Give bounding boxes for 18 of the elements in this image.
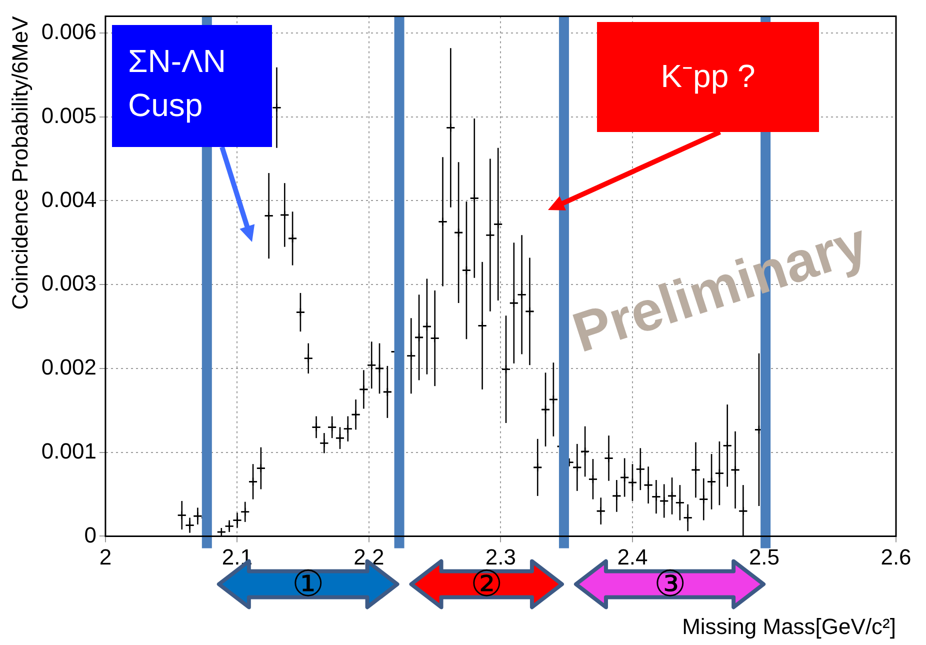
y-tick-label: 0.006 [41, 19, 96, 44]
text: ① [291, 563, 326, 604]
x-tick-label: 2.5 [748, 544, 780, 570]
y-tick-label: 0.002 [41, 354, 96, 380]
y-tick-label: 0.001 [41, 438, 96, 464]
annotation: ΣN-ΛN Cusp [127, 42, 228, 125]
annotation: K⁻pp ? [660, 57, 756, 96]
y-tick-label: 0.004 [41, 186, 96, 212]
x-tick-label: 2.6 [880, 544, 912, 570]
y-axis-title: Coincidence Probability/6MeV [7, 16, 32, 310]
text: ③ [654, 563, 686, 604]
y-tick-label: 0.003 [41, 270, 96, 296]
x-tick-label: 2.2 [354, 544, 384, 570]
x-tick-label: 2 [99, 544, 112, 570]
x-tick-label: 2.4 [617, 544, 648, 570]
y-tick-label: 0 [84, 522, 96, 548]
y-tick-label: 0.005 [41, 102, 96, 128]
x-axis-title: Missing Mass[GeV/c²] [682, 614, 896, 639]
